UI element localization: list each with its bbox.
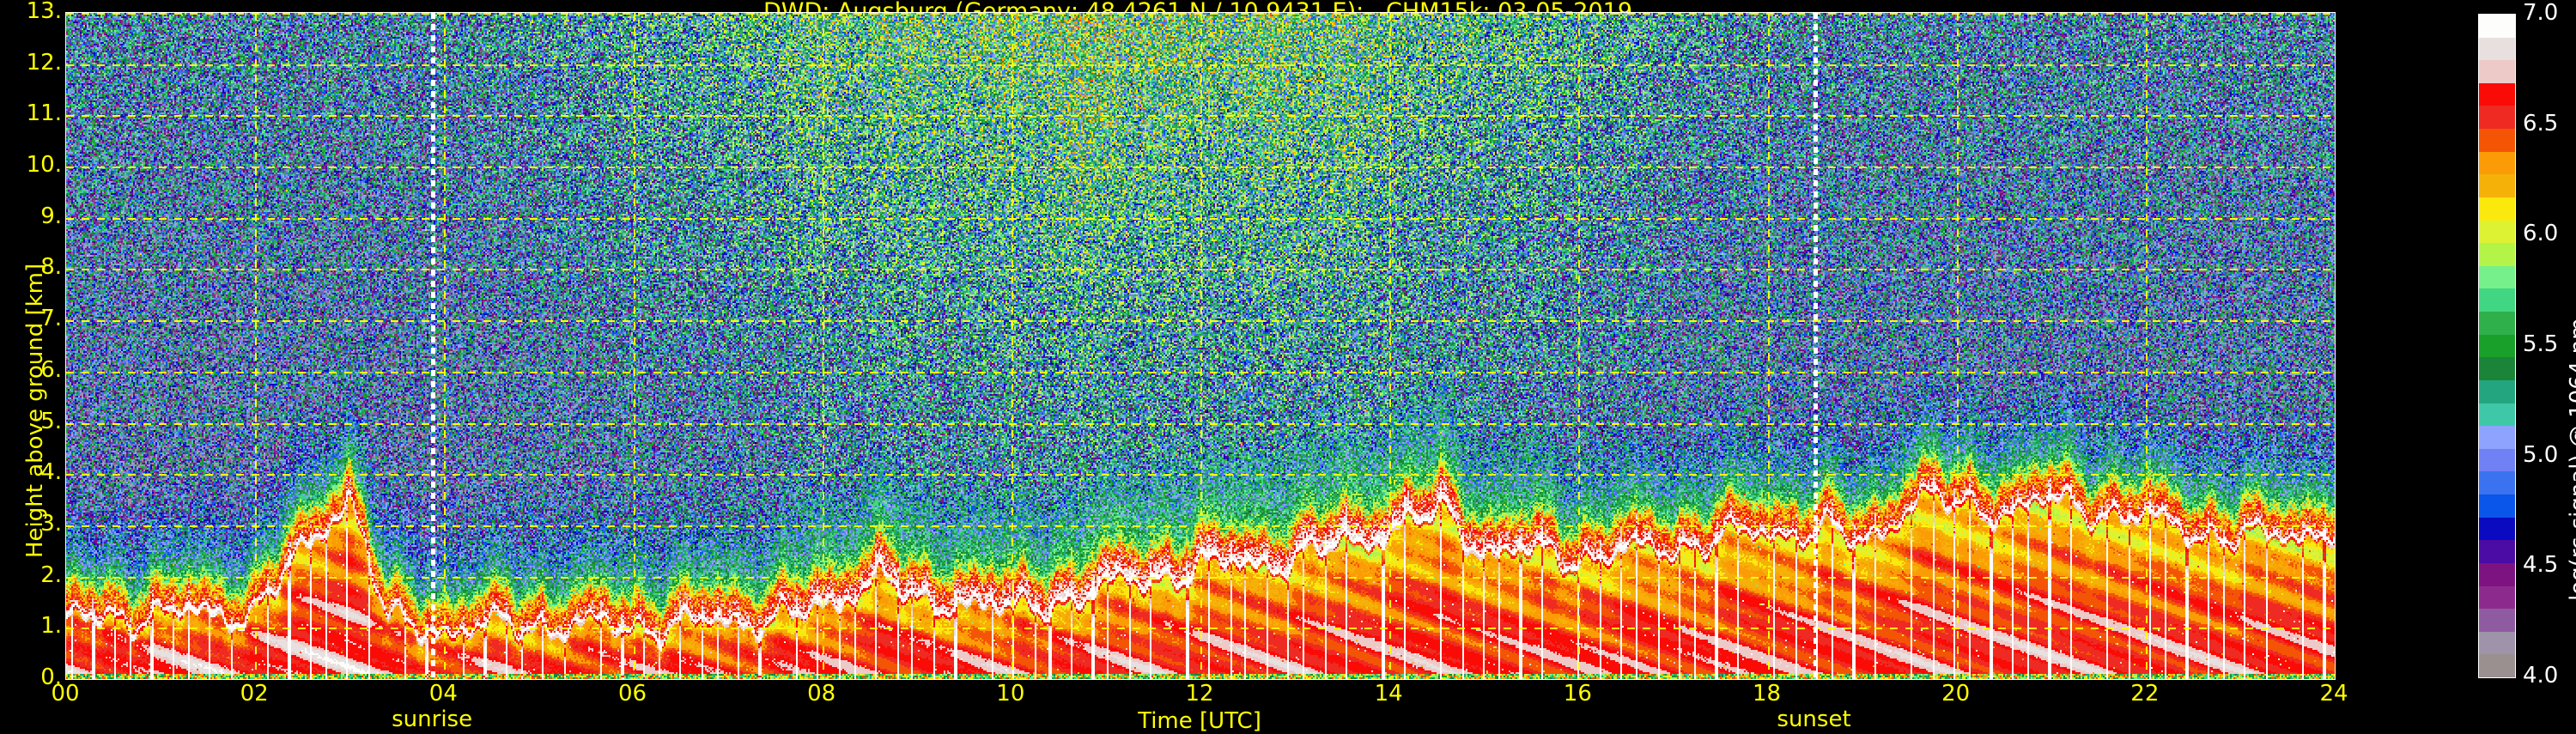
grid-line-vertical: [1767, 13, 1770, 679]
y-tick-label: 13.: [26, 0, 62, 24]
plot-area: [65, 12, 2336, 680]
colorbar-segment: [2479, 265, 2515, 289]
colorbar-segment: [2479, 402, 2515, 427]
y-tick-label: 6.: [40, 356, 62, 383]
colorbar-segment: [2479, 517, 2515, 541]
grid-line-vertical: [2145, 13, 2148, 679]
colorbar-segment: [2479, 242, 2515, 266]
y-tick-label: 0.: [40, 664, 62, 690]
y-tick-label: 12.: [26, 49, 62, 76]
y-tick-label: 1.: [40, 613, 62, 640]
grid-line-vertical: [1578, 13, 1581, 679]
colorbar-segment: [2479, 608, 2515, 632]
grid-line-vertical: [444, 13, 447, 679]
colorbar-segment: [2479, 311, 2515, 335]
event-line-sunrise: [431, 13, 436, 679]
grid-line-vertical: [255, 13, 258, 679]
colorbar-tick-label: 4.5: [2523, 552, 2559, 579]
colorbar-tick-label: 7.0: [2523, 0, 2559, 26]
grid-line-vertical: [1200, 13, 1202, 679]
y-tick-label: 4.: [40, 459, 62, 486]
y-tick-label: 3.: [40, 510, 62, 537]
y-axis-label: Height above ground [km]: [22, 263, 48, 558]
colorbar-tick-label: 5.0: [2523, 441, 2559, 468]
x-tick-label: 02: [240, 681, 269, 707]
x-tick-label: 06: [617, 681, 647, 707]
event-line-sunset: [1813, 13, 1818, 679]
colorbar-segment: [2479, 197, 2515, 221]
colorbar-segment: [2479, 356, 2515, 380]
grid-line-vertical: [822, 13, 824, 679]
y-tick-label: 9.: [40, 203, 62, 229]
grid-line-vertical: [633, 13, 635, 679]
x-tick-label: 14: [1374, 681, 1403, 707]
colorbar: [2478, 14, 2516, 678]
x-tick-label: 16: [1563, 681, 1592, 707]
grid-line-vertical: [1389, 13, 1392, 679]
event-label-sunset: sunset: [1777, 707, 1851, 732]
colorbar-segment: [2479, 173, 2515, 197]
y-tick-label: 7.: [40, 306, 62, 332]
colorbar-segment: [2479, 82, 2515, 106]
x-tick-label: 18: [1752, 681, 1782, 707]
colorbar-segment: [2479, 37, 2515, 61]
y-tick-label: 10.: [26, 152, 62, 179]
grid-line-vertical: [1011, 13, 1013, 679]
x-tick-label: 20: [1941, 681, 1971, 707]
colorbar-segment: [2479, 334, 2515, 358]
colorbar-segment: [2479, 448, 2515, 472]
colorbar-segment: [2479, 59, 2515, 83]
colorbar-tick-label: 6.0: [2523, 221, 2559, 247]
grid-line-vertical: [1956, 13, 1959, 679]
x-tick-label: 22: [2130, 681, 2160, 707]
x-axis-label: Time [UTC]: [1138, 708, 1261, 734]
colorbar-segment: [2479, 105, 2515, 130]
colorbar-segment: [2479, 653, 2515, 677]
colorbar-segment: [2479, 14, 2515, 38]
x-tick-label: 00: [51, 681, 80, 707]
y-tick-label: 5.: [40, 408, 62, 434]
colorbar-segment: [2479, 288, 2515, 312]
colorbar-segment: [2479, 151, 2515, 175]
event-label-sunrise: sunrise: [392, 707, 473, 732]
colorbar-label: log(rc-signal) @ 1064 nm: [2566, 318, 2576, 601]
colorbar-segment: [2479, 425, 2515, 449]
x-tick-label: 10: [996, 681, 1025, 707]
colorbar-segment: [2479, 128, 2515, 152]
x-tick-label: 04: [428, 681, 458, 707]
y-tick-label: 11.: [26, 100, 62, 127]
x-tick-label: 08: [807, 681, 836, 707]
x-tick-label: 24: [2319, 681, 2348, 707]
colorbar-segment: [2479, 494, 2515, 518]
x-tick-label: 12: [1185, 681, 1214, 707]
colorbar-segment: [2479, 562, 2515, 586]
colorbar-segment: [2479, 585, 2515, 610]
y-tick-label: 8.: [40, 254, 62, 281]
colorbar-tick-label: 6.5: [2523, 110, 2559, 136]
colorbar-tick-label: 5.5: [2523, 331, 2559, 357]
colorbar-segment: [2479, 220, 2515, 244]
colorbar-tick-label: 4.0: [2523, 663, 2559, 689]
colorbar-segment: [2479, 539, 2515, 563]
colorbar-segment: [2479, 470, 2515, 495]
y-tick-label: 2.: [40, 561, 62, 588]
colorbar-segment: [2479, 631, 2515, 655]
colorbar-segment: [2479, 379, 2515, 403]
